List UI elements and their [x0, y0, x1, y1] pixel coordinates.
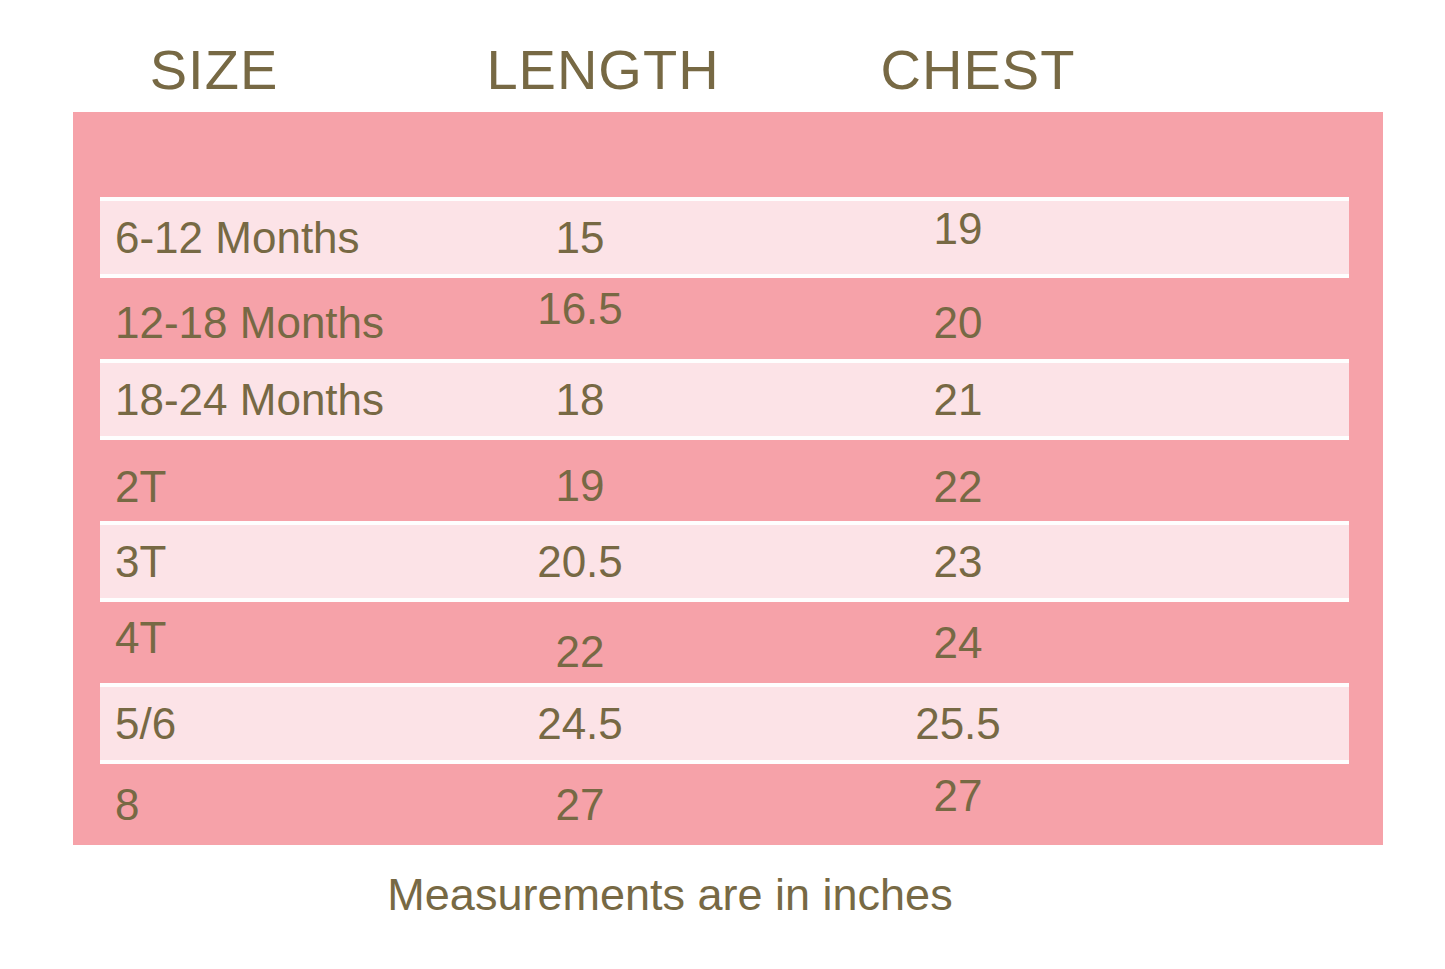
size-cell: 2T	[115, 465, 166, 509]
length-cell: 22	[556, 630, 605, 674]
chest-cell: 25.5	[915, 702, 1001, 746]
size-cell: 6-12 Months	[115, 216, 360, 260]
size-cell: 8	[115, 783, 139, 827]
size-cell: 3T	[115, 540, 166, 584]
size-chart-panel: 6-12 Months 15 19 12-18 Months 16.5 20 1…	[73, 112, 1383, 845]
table-row: 18-24 Months 18 21	[100, 359, 1349, 440]
chest-cell: 24	[934, 621, 983, 665]
length-cell: 19	[556, 464, 605, 508]
table-row: 6-12 Months 15 19	[100, 197, 1349, 278]
column-header-length: LENGTH	[486, 42, 719, 98]
chest-cell: 22	[934, 465, 983, 509]
size-cell: 12-18 Months	[115, 301, 384, 345]
table-row: 8 27 27	[100, 764, 1349, 845]
column-header-size: SIZE	[150, 42, 278, 98]
length-cell: 24.5	[537, 702, 623, 746]
table-row: 4T 22 24	[100, 602, 1349, 683]
chest-cell: 27	[934, 774, 983, 818]
length-cell: 15	[556, 216, 605, 260]
size-cell: 5/6	[115, 702, 176, 746]
table-row: 2T 19 22	[100, 440, 1349, 521]
length-cell: 18	[556, 378, 605, 422]
chest-cell: 23	[934, 540, 983, 584]
table-row: 12-18 Months 16.5 20	[100, 278, 1349, 359]
column-header-chest: CHEST	[881, 42, 1076, 98]
length-cell: 20.5	[537, 540, 623, 584]
chest-cell: 20	[934, 301, 983, 345]
table-row: 3T 20.5 23	[100, 521, 1349, 602]
measurement-note: Measurements are in inches	[387, 872, 952, 917]
chest-cell: 19	[934, 207, 983, 251]
table-row: 5/6 24.5 25.5	[100, 683, 1349, 764]
chest-cell: 21	[934, 378, 983, 422]
table-body: 6-12 Months 15 19 12-18 Months 16.5 20 1…	[100, 197, 1349, 845]
length-cell: 16.5	[537, 287, 623, 331]
length-cell: 27	[556, 783, 605, 827]
size-cell: 18-24 Months	[115, 378, 384, 422]
size-cell: 4T	[115, 616, 166, 660]
